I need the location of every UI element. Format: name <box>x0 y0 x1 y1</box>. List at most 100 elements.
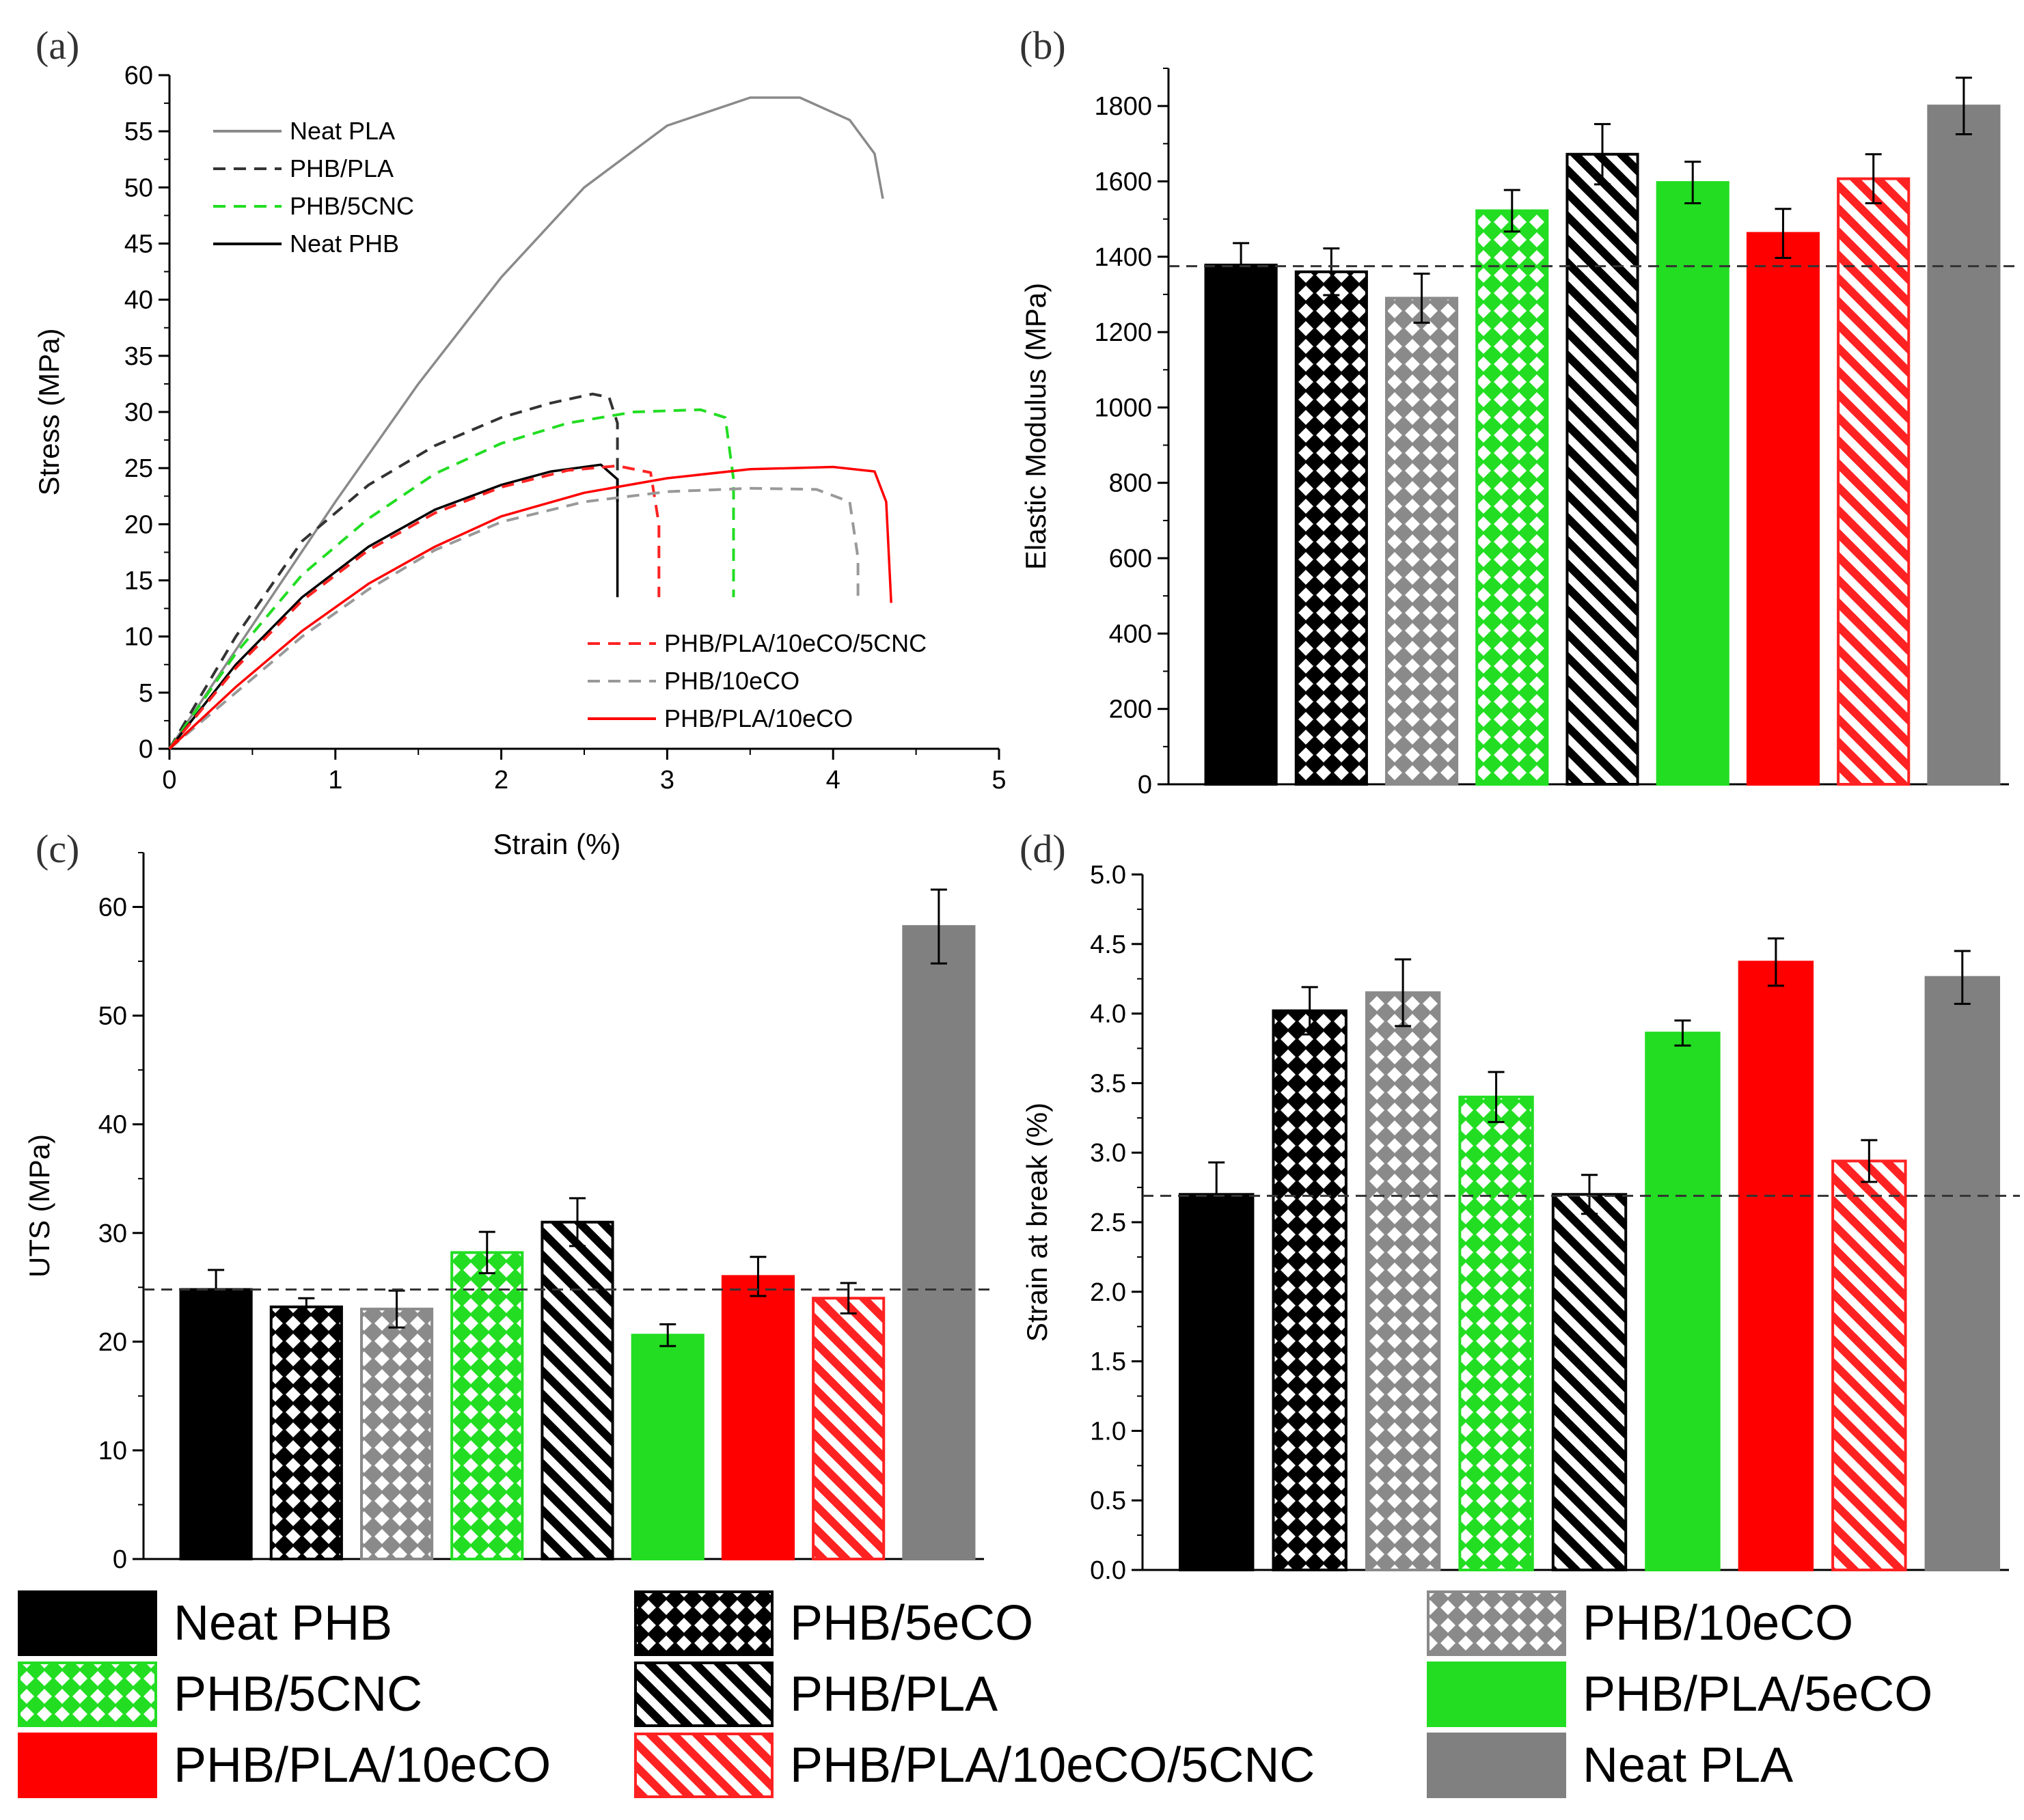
panel-b-bar-phb-5eco <box>1294 270 1368 786</box>
panel-label-c: (c) <box>36 827 79 871</box>
panel-label-b: (b) <box>1020 23 1066 68</box>
panel-b-bar-neat-pla <box>1927 105 2001 786</box>
panel-c-y-tick-label: 50 <box>98 1002 127 1031</box>
panel-b-y-tick-label: 1600 <box>1094 167 1152 196</box>
legend-swatch-phb-5cnc <box>18 1662 157 1727</box>
panel-c-bar-neat-phb <box>179 1288 253 1561</box>
panel-d-y-tick-label: 0.5 <box>1090 1487 1126 1515</box>
panel-a-legend-label: PHB/5CNC <box>290 192 414 220</box>
panel-c-bar-phb-5cnc <box>450 1251 524 1560</box>
panel-c-bar-phb-pla-10eco <box>721 1275 795 1561</box>
panel-c-bar-phb-pla-5eco <box>631 1334 705 1560</box>
panel-a-y-tick-label: 25 <box>124 454 153 483</box>
panel-b-y-tick-label: 1200 <box>1094 318 1152 347</box>
panel-d-bar-neat-pla <box>1924 976 2000 1571</box>
legend-label: PHB/PLA/10eCO <box>174 1738 551 1793</box>
panel-a-y-tick-label: 50 <box>124 174 153 202</box>
panel-d-bar-phb-5cnc <box>1458 1095 1534 1571</box>
legend-swatch-phb-pla-10eco <box>18 1733 157 1798</box>
panel-b-bar-phb-pla-10eco-5cnc <box>1837 177 1911 786</box>
panel-a-series-phb-pla-10eco-5cnc <box>168 464 661 750</box>
panel-b-bar-phb-pla-5eco <box>1656 181 1729 786</box>
panel-b-y-tick-label: 200 <box>1109 695 1152 724</box>
panel-a-y-tick-label: 40 <box>124 286 153 315</box>
panel-a-legend-label: PHB/PLA <box>290 154 394 182</box>
panel-a-x-tick-label: 5 <box>992 766 1006 795</box>
panel-a-y-tick-label: 0 <box>139 735 153 764</box>
panel-a-series-phb-pla-10eco <box>168 465 892 750</box>
panel-c-y-tick-label: 20 <box>98 1328 127 1357</box>
panel-d-y-tick-label: 4.0 <box>1090 1000 1126 1029</box>
legend-swatch-neat-pla <box>1427 1733 1566 1798</box>
legend-label: PHB/5CNC <box>174 1667 422 1722</box>
panel-a-series-neat-phb <box>168 463 619 750</box>
legend-swatch-phb-5eco <box>634 1590 774 1656</box>
panel-a-x-axis-label: Strain (%) <box>493 828 621 860</box>
panel-a-x-tick-label: 3 <box>660 766 674 795</box>
legend-label: PHB/PLA/10eCO/5CNC <box>790 1738 1315 1793</box>
panel-a-y-axis-label: Stress (MPa) <box>33 328 65 495</box>
panel-d-bar-phb-5eco <box>1272 1009 1348 1571</box>
legend: Neat PHB PHB/5eCO PHB/10eCO PHB/5CNC PHB/PLA… <box>18 1590 1932 1798</box>
legend-swatch-phb-pla-5eco <box>1427 1662 1566 1727</box>
panel-a-legend-label: PHB/PLA/10eCO <box>664 704 853 732</box>
panel-b-y-tick-label: 1400 <box>1094 243 1152 272</box>
panel-c-bar-phb-pla <box>541 1220 614 1561</box>
panel-a-y-tick-label: 60 <box>124 61 153 90</box>
legend-label: Neat PHB <box>174 1596 392 1651</box>
legend-swatch-phb-pla-10eco-5cnc <box>634 1733 774 1798</box>
panel-d-y-tick-label: 2.5 <box>1090 1209 1126 1237</box>
panel-c-bar-phb-10eco <box>359 1308 434 1560</box>
panel-c-y-tick-label: 10 <box>98 1437 127 1465</box>
panel-d-bar-neat-phb <box>1179 1193 1255 1571</box>
panel-d-bar-phb-pla-10eco <box>1738 961 1814 1571</box>
panel-a-legend-label: PHB/10eCO <box>664 667 799 695</box>
panel-a-y-tick-label: 35 <box>124 342 153 371</box>
legend-swatch-phb-10eco <box>1427 1590 1566 1656</box>
panel-b-y-tick-label: 1800 <box>1094 92 1152 121</box>
legend-label: PHB/10eCO <box>1583 1596 1853 1651</box>
legend-label: PHB/5eCO <box>790 1596 1033 1651</box>
panel-d-y-tick-label: 1.5 <box>1090 1348 1126 1377</box>
panel-b-y-tick-label: 800 <box>1109 469 1152 498</box>
panel-d-bar-phb-pla-5eco <box>1645 1032 1721 1571</box>
panel-a-series-neat-pla <box>168 96 884 749</box>
panel-d-bar-phb-10eco <box>1365 991 1441 1572</box>
panel-b-elastic-modulus-chart: 0 200 400 600 800 1000 1200 1400 1600 1800 Elastic… <box>1020 68 2020 799</box>
panel-label-d: (d) <box>1020 827 1066 871</box>
panel-a-y-tick-label: 10 <box>124 623 153 652</box>
legend-label: PHB/PLA <box>790 1667 998 1722</box>
panel-c-y-tick-label: 40 <box>98 1111 127 1140</box>
panel-d-strain-at-break-chart: 0.0 0.5 1.0 1.5 2.0 2.5 3.0 3.5 4.0 4.5 5.0 Strain … <box>1021 861 2020 1585</box>
panel-a-legend-label: Neat PLA <box>290 117 395 145</box>
panel-b-bar-phb-10eco <box>1384 297 1459 786</box>
panel-a-y-tick-label: 30 <box>124 398 153 427</box>
panel-a-series-phb-pla <box>168 392 619 750</box>
panel-d-y-axis-label: Strain at break (%) <box>1021 1103 1053 1342</box>
panel-c-bar-neat-pla <box>902 925 976 1561</box>
panel-b-bar-phb-5cnc <box>1475 209 1549 786</box>
panel-a-series-phb-5cnc <box>168 408 735 750</box>
legend-swatch-phb-pla <box>634 1662 774 1727</box>
panel-c-bar-phb-pla-10eco-5cnc <box>812 1297 886 1560</box>
panel-b-bar-phb-pla-10eco <box>1746 232 1820 786</box>
panel-b-y-tick-label: 600 <box>1109 544 1152 573</box>
panel-d-y-tick-label: 2.0 <box>1090 1278 1126 1307</box>
panel-d-y-tick-label: 3.0 <box>1090 1139 1126 1168</box>
panel-c-y-tick-label: 30 <box>98 1219 127 1248</box>
legend-swatch-neat-phb <box>18 1590 157 1656</box>
panel-a-y-tick-label: 45 <box>124 230 153 259</box>
panel-b-y-tick-label: 0 <box>1138 771 1152 799</box>
panel-a-legend-label: Neat PHB <box>290 230 399 258</box>
panel-c-bar-phb-5eco <box>269 1305 343 1560</box>
panel-b-bar-neat-phb <box>1204 263 1278 786</box>
panel-a-y-tick-label: 5 <box>139 679 153 708</box>
panel-a-series-phb-10eco <box>168 486 860 750</box>
panel-a-x-tick-label: 0 <box>162 766 176 795</box>
panel-b-y-tick-label: 400 <box>1109 620 1152 648</box>
panel-d-y-tick-label: 5.0 <box>1090 861 1126 890</box>
panel-a-legend-label: PHB/PLA/10eCO/5CNC <box>664 629 927 657</box>
panel-label-a: (a) <box>36 23 79 68</box>
panel-c-uts-chart: 0 10 20 30 40 50 60 UTS (MPa) <box>23 852 995 1574</box>
panel-a-x-tick-label: 4 <box>826 766 840 795</box>
